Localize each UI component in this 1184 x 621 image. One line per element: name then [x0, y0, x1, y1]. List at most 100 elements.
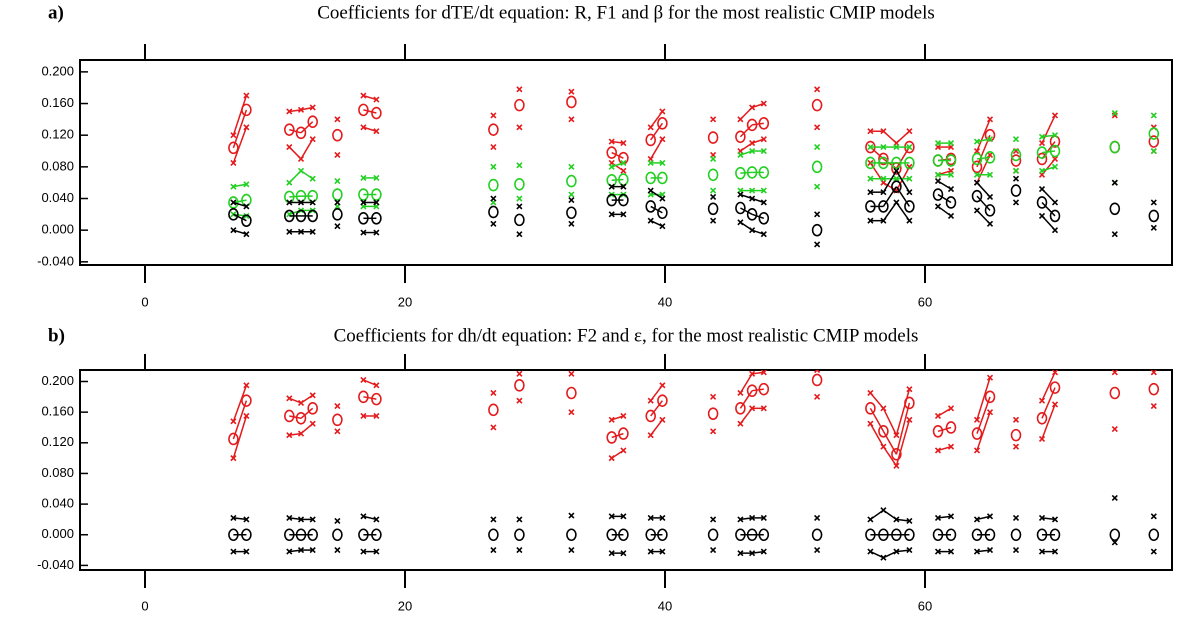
connector	[751, 213, 765, 220]
bound-marker	[749, 405, 756, 412]
bound-marker	[973, 171, 981, 178]
connector	[937, 426, 952, 433]
bound-marker	[373, 382, 380, 389]
point	[283, 123, 295, 136]
bound-marker	[516, 195, 523, 202]
point	[932, 528, 944, 542]
bound-marker	[814, 514, 821, 521]
bound-marker	[880, 507, 887, 514]
bound-marker	[760, 187, 767, 194]
bound-marker	[906, 386, 913, 393]
plot-frame	[79, 369, 1173, 571]
point	[971, 189, 983, 203]
connector	[896, 549, 910, 553]
bound-marker	[1012, 443, 1020, 450]
point	[878, 425, 889, 438]
bound-marker	[568, 512, 575, 519]
connector	[1041, 134, 1056, 138]
bound-marker	[814, 86, 821, 93]
bound-marker	[659, 514, 666, 521]
connector	[300, 138, 314, 160]
bound-marker	[1051, 370, 1059, 376]
bound-marker	[334, 178, 341, 185]
bound-marker	[893, 144, 900, 151]
bound-marker	[659, 159, 666, 166]
point	[358, 103, 369, 117]
point	[811, 98, 823, 112]
bound-marker	[880, 144, 887, 151]
point	[971, 528, 983, 542]
bound-marker	[749, 104, 756, 111]
point	[371, 212, 382, 225]
connector	[882, 446, 898, 467]
bound-marker	[893, 199, 900, 206]
point	[865, 200, 876, 213]
point	[618, 193, 629, 207]
bound-marker	[620, 211, 627, 218]
point	[295, 126, 307, 140]
bound-marker	[373, 229, 380, 236]
bound-marker	[297, 106, 305, 113]
bound-marker	[309, 392, 316, 399]
bound-marker	[516, 124, 523, 131]
connector	[1041, 141, 1056, 160]
y-tick-label: 0.000	[41, 222, 74, 237]
point	[1049, 528, 1061, 542]
bound-marker	[309, 516, 316, 523]
y-tick-label: 0.160	[41, 95, 74, 110]
connector	[1041, 150, 1056, 154]
bound-marker	[243, 181, 250, 188]
point	[228, 432, 239, 446]
plot-area	[228, 86, 1160, 248]
connector	[363, 379, 377, 387]
bound-marker	[243, 382, 250, 389]
point	[566, 174, 577, 188]
bound-marker	[568, 197, 575, 204]
point	[984, 528, 996, 542]
bound-marker	[710, 393, 717, 400]
connector	[650, 122, 664, 141]
bound-marker	[286, 395, 293, 402]
connector	[289, 128, 302, 134]
bound-marker	[1012, 136, 1020, 143]
bound-marker	[334, 199, 341, 206]
bound-marker	[1051, 112, 1059, 119]
point	[241, 214, 252, 227]
point	[307, 402, 319, 415]
point	[735, 528, 746, 542]
bound-marker	[973, 516, 981, 523]
point	[514, 213, 525, 227]
connector	[232, 385, 248, 422]
series	[228, 86, 1160, 194]
bound-marker	[867, 548, 874, 555]
point	[1036, 146, 1048, 159]
bound-marker	[1150, 199, 1157, 206]
connector	[363, 515, 377, 521]
connector	[740, 207, 753, 216]
bound-marker	[620, 140, 627, 147]
bound-marker	[620, 167, 627, 174]
point	[228, 208, 239, 221]
bound-marker	[867, 189, 874, 196]
bound-marker	[1111, 231, 1118, 238]
bound-marker	[1038, 140, 1046, 147]
point	[645, 528, 657, 542]
connector	[363, 109, 377, 114]
bound-marker	[814, 144, 821, 151]
bound-marker	[243, 124, 250, 131]
bound-marker	[490, 144, 497, 151]
point	[1036, 152, 1048, 166]
bound-marker	[620, 412, 627, 420]
bound-marker	[749, 140, 756, 147]
bound-marker	[516, 203, 523, 210]
point	[878, 200, 889, 213]
bound-marker	[973, 207, 981, 214]
point	[1148, 382, 1160, 396]
point	[865, 528, 876, 542]
y-tick-label: 0.080	[41, 465, 74, 480]
bound-marker	[608, 455, 615, 462]
point	[758, 117, 770, 130]
y-tick-label: 0.120	[41, 434, 74, 449]
bound-marker	[737, 516, 744, 523]
point	[932, 425, 944, 438]
